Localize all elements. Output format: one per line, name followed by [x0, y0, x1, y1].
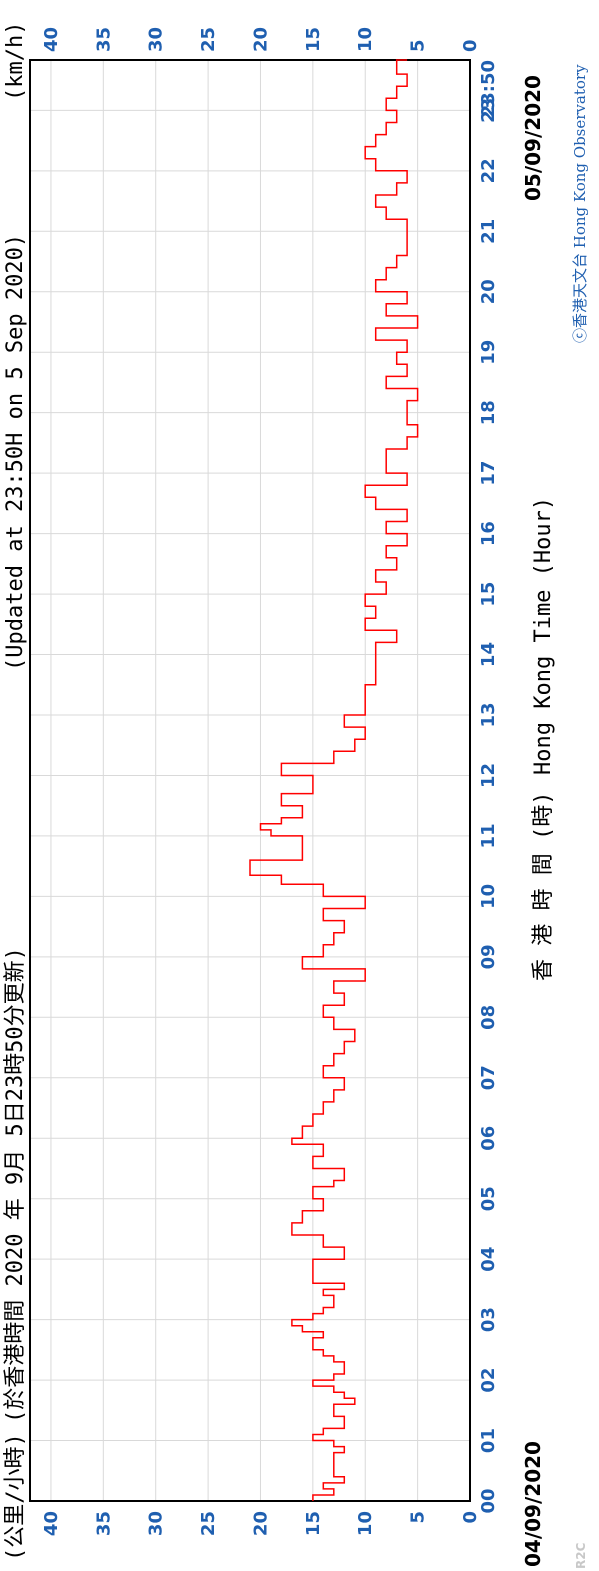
y-tick-label-right: 15: [303, 27, 324, 52]
x-tick-label: 16: [478, 521, 499, 546]
y-axis-right: 0 5 10 15 20 25 30 35 40: [41, 27, 481, 52]
y-tick-label: 40: [41, 1511, 62, 1536]
x-tick-label: 02: [478, 1368, 499, 1393]
y-tick-label-right: 30: [146, 27, 167, 52]
x-tick-label: 09: [478, 944, 499, 969]
x-tick-label: 08: [478, 1005, 499, 1030]
x-tick-label: 20: [478, 279, 499, 304]
x-tick-label: 21: [478, 219, 499, 244]
x-tick-label: 03: [478, 1307, 499, 1332]
x-tick-label: 00: [478, 1488, 499, 1513]
header-updated-en: (Updated at 23:50H on 5 Sep 2020): [3, 234, 28, 671]
x-tick-label: 17: [478, 461, 499, 486]
x-tick-label: 10: [478, 884, 499, 909]
x-axis-label-zh: 香 港 時 間 (時): [531, 792, 556, 981]
x-tick-label: 14: [478, 642, 499, 667]
x-tick-label: 23:50: [478, 60, 499, 117]
header-updated-zh: (於香港時間 2020 年 9月 5日23時50分更新): [3, 947, 28, 1423]
x-tick-label: 01: [478, 1428, 499, 1453]
x-tick-label: 18: [478, 400, 499, 425]
x-tick-label: 19: [478, 340, 499, 365]
header-unit-en: (km/h): [3, 22, 28, 101]
y-tick-label-right: 5: [408, 39, 429, 52]
x-axis-label-en: Hong Kong Time (Hour): [531, 497, 556, 775]
y-tick-label: 15: [303, 1511, 324, 1536]
x-tick-label: 11: [478, 823, 499, 848]
y-tick-label-right: 10: [355, 27, 376, 52]
y-tick-label-right: 20: [250, 27, 271, 52]
y-axis-left: 0 5 10 15 20 25 30 35 40: [41, 1511, 481, 1536]
plot-frame: [29, 59, 471, 1502]
grid-lines: [30, 60, 470, 1502]
y-tick-label-right: 25: [198, 27, 219, 52]
x-tick-label: 23: [478, 98, 499, 123]
end-date: 05/09/2020: [521, 75, 545, 201]
x-tick-label: 12: [478, 763, 499, 788]
x-tick-label: 15: [478, 582, 499, 607]
x-tick-label: 07: [478, 1065, 499, 1090]
y-tick-label: 30: [146, 1511, 167, 1536]
x-tick-label: 06: [478, 1126, 499, 1151]
corner-tag: R2C: [574, 1542, 588, 1569]
y-tick-label-right: 40: [41, 27, 62, 52]
x-tick-label: 13: [478, 702, 499, 727]
y-tick-label: 25: [198, 1511, 219, 1536]
y-tick-label: 0: [460, 1511, 481, 1524]
x-tick-label: 05: [478, 1186, 499, 1211]
y-tick-label: 5: [408, 1511, 429, 1524]
y-tick-label-right: 0: [460, 39, 481, 52]
y-tick-label: 20: [250, 1511, 271, 1536]
y-tick-label: 10: [355, 1511, 376, 1536]
start-date: 04/09/2020: [521, 1441, 545, 1567]
y-tick-label-right: 35: [93, 27, 114, 52]
y-tick-label: 35: [93, 1511, 114, 1536]
header-unit-zh: (公里/小時): [3, 1433, 28, 1561]
x-axis: 00 01 02 03 04 05 06 07 08 09 10 11 12 13 14 15 16 17 18 19…: [478, 60, 499, 1514]
wind-speed-series-line: [249, 59, 419, 1501]
x-tick-label: 04: [478, 1247, 499, 1272]
copyright-notice: ⓒ香港天文台 Hong Kong Observatory: [571, 64, 589, 343]
x-tick-label: 22: [478, 158, 499, 183]
